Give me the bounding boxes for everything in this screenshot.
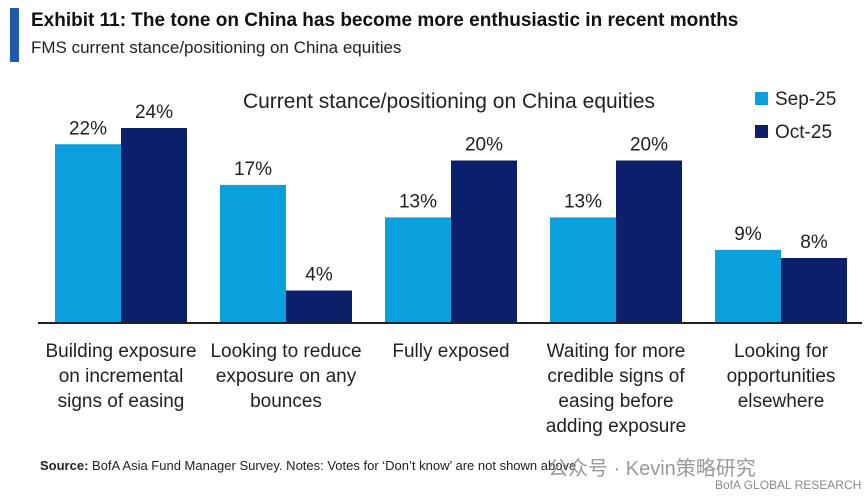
data-label-oct-25-3: 20%: [630, 135, 668, 156]
data-label-sep-25-2: 13%: [399, 191, 437, 212]
data-labels: 22% 24% 17% 4% 13% 20% 13% 20% 9% 8%: [69, 102, 828, 286]
legend: Sep-25 Oct-25: [755, 89, 836, 143]
bar-oct-25-3: [616, 160, 682, 323]
bar-chart: Current stance/positioning on China equi…: [38, 89, 862, 437]
bar-sep-25-2: [385, 217, 451, 323]
bar-sep-25-0: [55, 144, 121, 323]
data-label-sep-25-0: 22%: [69, 118, 107, 139]
bar-sep-25-1: [220, 184, 286, 323]
data-label-sep-25-4: 9%: [734, 224, 762, 245]
data-label-sep-25-3: 13%: [564, 191, 602, 212]
legend-label-oct-25: Oct-25: [775, 122, 832, 143]
legend-swatch-oct-25: [755, 125, 768, 138]
category-labels: Building exposure on incremental signs of …: [45, 341, 835, 437]
exhibit-subtitle: FMS current stance/positioning on China …: [31, 38, 402, 57]
data-label-oct-25-0: 24%: [135, 102, 173, 123]
chart-title: Current stance/positioning on China equi…: [243, 90, 655, 113]
data-label-oct-25-1: 4%: [305, 265, 333, 286]
source-label: Source:: [40, 458, 89, 473]
source-text: BofA Asia Fund Manager Survey. Notes: Vo…: [92, 458, 577, 473]
bars: [55, 128, 847, 323]
bar-oct-25-0: [121, 128, 187, 323]
category-label-1: Looking to reduce exposure on any bounces: [210, 341, 361, 412]
category-label-4: Looking for opportunities elsewhere: [727, 341, 836, 412]
data-label-oct-25-4: 8%: [800, 232, 828, 253]
bar-sep-25-4: [715, 249, 781, 323]
category-label-0: Building exposure on incremental signs of …: [45, 341, 196, 412]
accent-bar: [10, 8, 19, 62]
bar-oct-25-1: [286, 290, 352, 323]
bar-oct-25-4: [781, 258, 847, 323]
footer-brand: BofA GLOBAL RESEARCH: [715, 478, 862, 492]
source-note: Source: BofA Asia Fund Manager Survey. N…: [40, 458, 576, 473]
watermark: 公众号 · Kevin策略研究: [548, 458, 756, 480]
legend-label-sep-25: Sep-25: [775, 89, 836, 110]
category-label-2: Fully exposed: [392, 341, 509, 362]
bar-sep-25-3: [550, 217, 616, 323]
exhibit-title: Exhibit 11: The tone on China has become…: [31, 10, 739, 31]
legend-swatch-sep-25: [755, 92, 768, 105]
data-label-oct-25-2: 20%: [465, 135, 503, 156]
data-label-sep-25-1: 17%: [234, 159, 272, 180]
category-label-3: Waiting for more credible signs of easing …: [546, 341, 687, 437]
bar-oct-25-2: [451, 160, 517, 323]
